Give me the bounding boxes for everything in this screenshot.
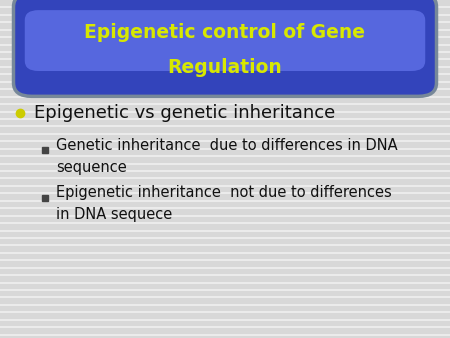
Text: Epigenetic control of Gene: Epigenetic control of Gene bbox=[85, 23, 365, 42]
Text: sequence: sequence bbox=[56, 160, 127, 175]
Text: Epigenetic inheritance  not due to differences: Epigenetic inheritance not due to differ… bbox=[56, 185, 392, 200]
FancyBboxPatch shape bbox=[25, 10, 425, 71]
Text: Genetic inheritance  due to differences in DNA: Genetic inheritance due to differences i… bbox=[56, 138, 398, 153]
Text: Epigenetic vs genetic inheritance: Epigenetic vs genetic inheritance bbox=[34, 104, 335, 122]
Text: in DNA sequece: in DNA sequece bbox=[56, 207, 172, 222]
Text: Regulation: Regulation bbox=[167, 58, 283, 77]
FancyBboxPatch shape bbox=[14, 0, 436, 96]
